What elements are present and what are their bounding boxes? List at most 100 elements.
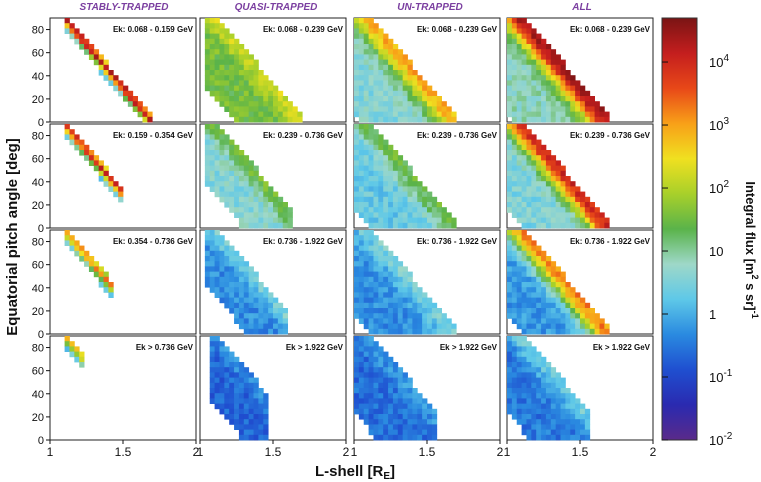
heatmap-cell xyxy=(373,202,379,208)
heatmap-cell xyxy=(570,222,576,229)
heatmap-cell xyxy=(594,207,600,213)
heatmap-cell xyxy=(248,196,254,203)
heatmap-cell xyxy=(234,212,240,218)
heatmap-cell xyxy=(204,18,211,24)
heatmap-cell xyxy=(511,240,518,246)
heatmap-cell xyxy=(287,111,293,118)
heatmap-cell xyxy=(243,372,250,378)
heatmap-cell xyxy=(358,181,365,187)
heatmap-cell xyxy=(224,287,230,293)
heatmap-cell xyxy=(253,292,259,298)
heatmap-cell xyxy=(412,191,418,198)
heatmap-cell xyxy=(507,388,513,394)
heatmap-cell xyxy=(103,170,109,177)
heatmap-cell xyxy=(229,49,235,55)
heatmap-cell xyxy=(516,212,522,218)
heatmap-cell xyxy=(282,96,288,102)
heatmap-cell xyxy=(243,414,250,420)
heatmap-cell xyxy=(560,313,566,319)
heatmap-cell xyxy=(417,424,423,430)
heatmap-cell xyxy=(368,261,374,267)
heatmap-cell xyxy=(516,230,522,236)
heatmap-cell xyxy=(521,271,527,278)
heatmap-cell xyxy=(388,144,394,151)
heatmap-cell xyxy=(224,202,230,208)
heatmap-cell xyxy=(204,160,211,166)
heatmap-cell xyxy=(555,302,561,309)
heatmap-cell xyxy=(219,372,225,378)
heatmap-cell xyxy=(555,196,561,203)
heatmap-cell xyxy=(604,116,610,123)
heatmap-cell xyxy=(536,170,542,177)
heatmap-cell xyxy=(560,217,566,224)
heatmap-cell xyxy=(373,398,379,404)
heatmap-cell xyxy=(388,160,394,166)
heatmap-cell xyxy=(422,85,428,92)
heatmap-cell xyxy=(575,424,581,430)
heatmap-cell xyxy=(219,377,225,384)
heatmap-cell xyxy=(431,328,438,335)
heatmap-cell xyxy=(253,393,259,399)
heatmap-cell xyxy=(392,367,399,373)
heatmap-cell xyxy=(238,308,245,314)
heatmap-cell xyxy=(511,54,518,60)
heatmap-cell xyxy=(511,134,518,140)
heatmap-cell xyxy=(373,85,379,92)
heatmap-cell xyxy=(258,287,264,293)
heatmap-cell xyxy=(441,116,447,123)
heatmap-cell xyxy=(526,85,532,92)
heatmap-cell xyxy=(412,90,418,97)
heatmap-cell xyxy=(507,59,513,66)
heatmap-cell xyxy=(243,382,250,389)
heatmap-cell xyxy=(531,90,537,97)
heatmap-cell xyxy=(373,356,379,363)
heatmap-cell xyxy=(368,33,374,40)
heatmap-cell xyxy=(383,176,389,182)
heatmap-cell xyxy=(392,64,399,71)
heatmap-cell xyxy=(516,144,522,151)
heatmap-cell xyxy=(402,191,408,198)
heatmap-cell xyxy=(268,96,274,102)
heatmap-cell xyxy=(584,212,591,218)
heatmap-cell xyxy=(436,328,442,335)
heatmap-cell xyxy=(584,308,591,314)
heatmap-cell xyxy=(224,382,230,389)
heatmap-cell xyxy=(219,235,225,241)
x-tick-label: 1 xyxy=(351,445,358,459)
heatmap-cell xyxy=(214,54,220,60)
heatmap-cell xyxy=(594,222,600,229)
heatmap-cell xyxy=(507,245,513,252)
heatmap-cell xyxy=(358,150,365,156)
heatmap-cell xyxy=(248,111,254,118)
heatmap-cell xyxy=(545,106,552,112)
heatmap-cell xyxy=(407,271,413,278)
heatmap-cell xyxy=(103,70,109,76)
heatmap-cell xyxy=(521,308,527,314)
heatmap-cell xyxy=(511,18,518,24)
heatmap-cell xyxy=(412,414,418,420)
heatmap-cell xyxy=(363,292,369,298)
heatmap-cell xyxy=(204,49,211,55)
heatmap-cell xyxy=(526,302,532,309)
heatmap-cell xyxy=(388,382,394,389)
heatmap-cell xyxy=(412,424,418,430)
heatmap-cell xyxy=(79,362,85,368)
heatmap-cell xyxy=(550,222,557,229)
heatmap-cell xyxy=(417,207,423,213)
heatmap-cell xyxy=(383,207,389,213)
heatmap-cell xyxy=(422,429,428,436)
heatmap-cell xyxy=(431,434,438,441)
heatmap-cell xyxy=(516,217,522,224)
heatmap-cell xyxy=(531,80,537,86)
heatmap-cell xyxy=(263,302,269,309)
heatmap-cell xyxy=(422,96,428,102)
heatmap-cell xyxy=(368,287,374,293)
heatmap-cell xyxy=(511,170,518,177)
heatmap-cell xyxy=(219,367,225,373)
heatmap-cell xyxy=(98,59,104,66)
heatmap-cell xyxy=(536,222,542,229)
heatmap-cell xyxy=(209,256,215,262)
heatmap-cell xyxy=(214,181,220,187)
heatmap-cell xyxy=(570,212,576,218)
y-tick-label: 20 xyxy=(32,200,44,212)
